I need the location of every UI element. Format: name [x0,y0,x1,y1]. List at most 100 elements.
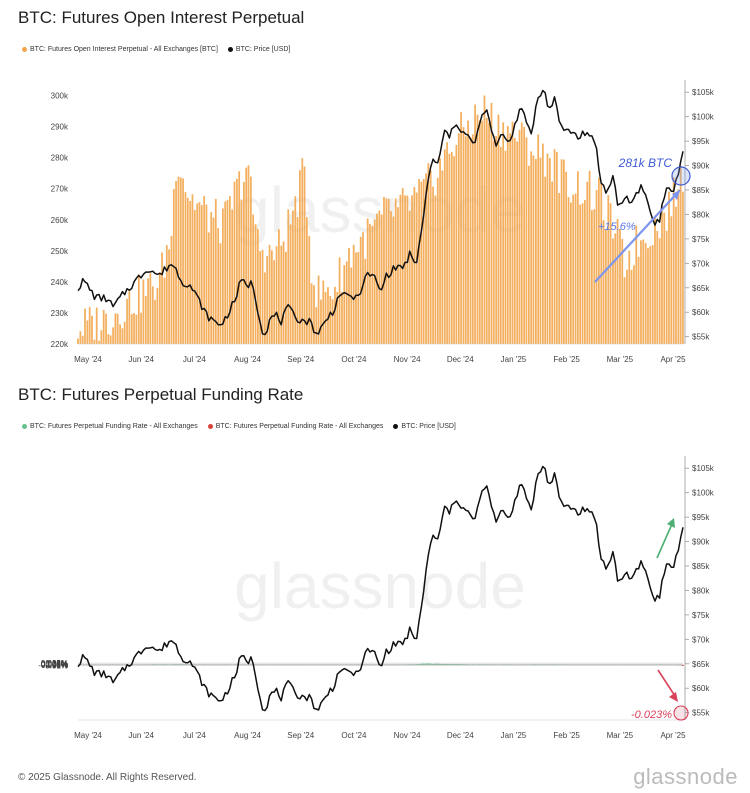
oi-bar [109,335,112,344]
y-left-tick-label: 260k [51,216,69,225]
funding-bar-positive [448,664,451,665]
x-tick-label: Apr '25 [660,731,686,740]
oi-bar [558,193,561,344]
oi-bar [119,324,121,344]
oi-bar [77,338,79,344]
oi-bar [408,210,411,344]
oi-bar [345,261,348,344]
oi-bar [107,334,110,344]
price-line [77,89,684,336]
oi-bar [567,197,570,344]
y-right-tick-label: $60k [692,308,710,317]
oi-bar [651,245,654,344]
oi-bar [565,171,568,344]
oi-bar [133,313,135,344]
oi-bar [224,201,227,344]
oi-bar [135,314,138,344]
funding-bar-positive [483,664,486,665]
oi-bar [640,240,642,344]
oi-bar [516,141,519,344]
oi-bar [532,155,535,344]
oi-bar [457,133,460,344]
oi-bar [418,179,420,344]
oi-bar [600,183,603,344]
oi-bar [556,152,558,344]
oi-bar [114,313,117,344]
growth-arrow-head-icon [672,190,680,200]
oi-bar [411,195,413,344]
oi-bar [546,153,549,344]
y-left-tick-label: 0.04% [45,659,68,668]
oi-bar [467,120,469,344]
oi-bar [586,181,589,344]
chart2-legend-negative[interactable]: BTC: Futures Perpetual Funding Rate - Al… [207,423,383,430]
oi-bar [184,192,187,344]
y-right-tick-label: $75k [692,235,710,244]
oi-bar [285,251,287,344]
oi-bar [448,153,451,344]
x-tick-label: Oct '24 [341,355,367,364]
oi-bar [170,235,173,344]
y-right-tick-label: $65k [692,284,710,293]
y-right-tick-label: $85k [692,562,710,571]
oi-bar [584,200,586,344]
chart2-legend-price[interactable]: BTC: Price [USD] [393,423,456,430]
oi-bar [102,309,105,344]
oi-bar [574,193,577,344]
oi-bar [654,215,656,344]
oi-bar [282,241,285,344]
y-right-tick-label: $100k [692,113,715,122]
oi-bar [509,133,512,344]
y-right-tick-label: $55k [692,333,710,342]
funding-bar-positive [434,663,437,665]
oi-bar [287,209,290,344]
oi-bar [422,179,425,344]
oi-bar [605,229,607,344]
oi-bar [336,291,339,344]
oi-bar [581,203,584,344]
oi-bar [315,307,318,344]
oi-bar [100,330,103,344]
x-tick-label: Mar '25 [607,731,634,740]
oi-bar [647,248,649,344]
chart1-legend-oi[interactable]: BTC: Futures Open Interest Perpetual - A… [22,46,218,53]
x-tick-label: Nov '24 [394,731,421,740]
y-left-tick-label: 0.025% [41,660,68,669]
oi-bar [483,95,486,344]
chart2-legend-positive[interactable]: BTC: Futures Perpetual Funding Rate - Al… [22,423,198,430]
x-tick-label: May '24 [74,355,102,364]
oi-bar [280,245,283,344]
oi-bar [308,236,311,344]
funding-bar-positive [462,664,465,665]
oi-bar [665,230,668,344]
oi-bar [245,167,248,344]
chart1-legend-price[interactable]: BTC: Price [USD] [227,46,290,53]
oi-bar [497,114,500,344]
oi-bar [289,224,292,344]
oi-bar [259,251,262,344]
funding-bar-positive [408,664,411,665]
y-right-tick-label: $95k [692,137,710,146]
chart1-legend: BTC: Futures Open Interest Perpetual - A… [22,46,290,53]
oi-bar [520,122,523,344]
y-left-tick-label: -0.005% [38,661,68,670]
price-up-arrow-head-icon [667,518,675,528]
oi-bar [189,201,192,344]
oi-bar [397,207,399,344]
oi-bar [144,296,147,344]
oi-bar [266,256,269,344]
funding-bar-positive [418,664,420,665]
oi-bar [222,208,224,344]
funding-bar-positive [460,664,462,665]
oi-bar [595,190,598,344]
oi-bar [619,228,621,344]
oi-bar [84,308,86,344]
funding-bar-positive [457,664,460,665]
oi-bar [142,279,145,344]
oi-bar [635,225,638,344]
oi-bar [88,307,91,344]
oi-bar [261,249,264,344]
black-dot-icon [393,424,399,429]
highlight-circle [671,166,691,186]
